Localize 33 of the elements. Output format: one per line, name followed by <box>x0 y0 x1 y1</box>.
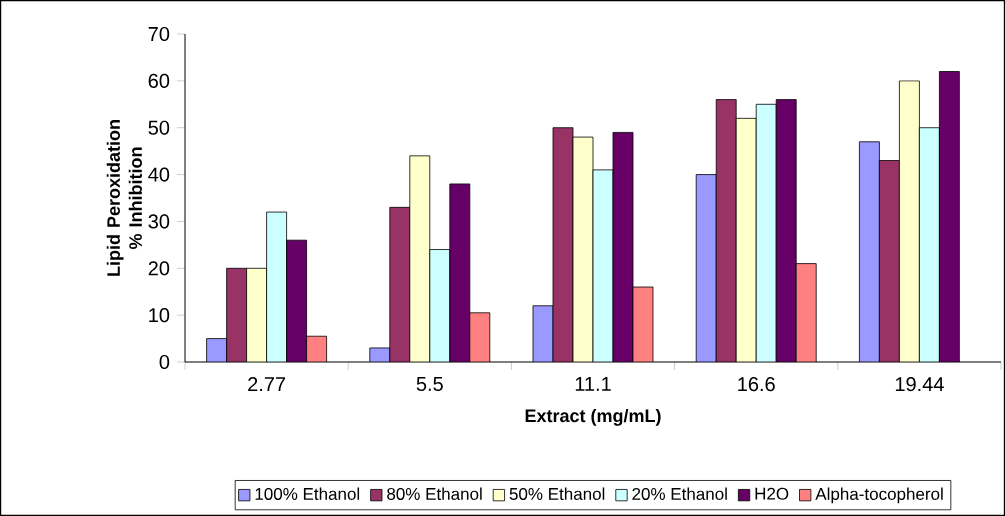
x-tick-label: 11.1 <box>575 377 611 391</box>
y-tick-label: 60 <box>148 73 170 88</box>
bar <box>776 99 797 362</box>
legend-label: 100% Ethanol <box>255 487 360 500</box>
legend-label: Alpha-tocopherol <box>815 487 943 504</box>
y-tick-label: 20 <box>148 261 170 276</box>
bar <box>919 127 940 362</box>
bar <box>429 249 450 362</box>
legend-label: 50% Ethanol <box>509 487 605 500</box>
bar <box>246 268 267 362</box>
bar <box>409 155 430 362</box>
y-tick-label: 0 <box>159 354 170 370</box>
y-tick-label: 40 <box>148 167 170 182</box>
bar <box>756 104 777 362</box>
bar <box>736 118 757 362</box>
x-tick-label: 16.6 <box>738 377 775 392</box>
x-tick-label: 19.44 <box>895 377 944 392</box>
x-tick-label: 5.5 <box>416 377 443 392</box>
bar <box>266 212 287 362</box>
y-tick-label: 50 <box>148 120 170 135</box>
y-tick-label: 70 <box>148 26 170 42</box>
y-axis-title: Lipid Peroxidation % Inhibition <box>106 120 142 276</box>
y-tick-label: 30 <box>148 214 170 229</box>
legend-label: H2O <box>755 487 789 500</box>
legend-label: 80% Ethanol <box>387 487 482 500</box>
bar <box>899 80 920 362</box>
bar <box>449 183 470 362</box>
legend-label: 20% Ethanol <box>632 487 727 500</box>
y-tick-label: 10 <box>149 308 170 323</box>
bar <box>286 240 307 362</box>
x-axis-title: Extract (mg/mL) <box>525 408 661 426</box>
x-tick-label: 2.77 <box>248 377 286 392</box>
bar <box>939 71 960 362</box>
